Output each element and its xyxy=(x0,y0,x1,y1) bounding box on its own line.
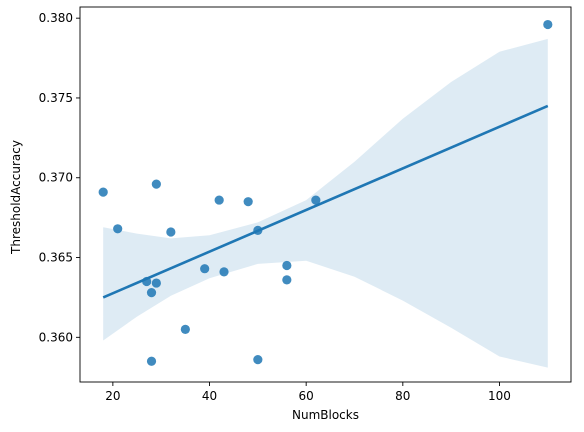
data-point-10 xyxy=(200,264,210,274)
data-point-11 xyxy=(214,195,224,205)
data-point-3 xyxy=(142,276,152,287)
data-point-16 xyxy=(282,260,292,271)
data-point-9 xyxy=(180,324,190,334)
y-tick-label: 0.365 xyxy=(39,251,73,265)
data-point-6 xyxy=(151,179,161,189)
x-axis-ticks: 20 40 60 80 100 xyxy=(105,382,511,403)
axes xyxy=(79,6,572,383)
data-point-14 xyxy=(253,225,263,236)
y-axis-label: ThresholdAccuracy xyxy=(9,140,23,255)
data-point-7 xyxy=(151,278,161,288)
x-axis-label: NumBlocks xyxy=(292,408,359,422)
data-point-2 xyxy=(113,224,123,234)
data-point-8 xyxy=(166,227,176,237)
data-point-4 xyxy=(146,288,157,298)
data-point-12 xyxy=(219,267,229,277)
data-point-17 xyxy=(282,275,292,285)
x-tick-label: 60 xyxy=(299,389,314,403)
x-tick-label: 100 xyxy=(488,389,511,403)
y-tick-label: 0.370 xyxy=(39,171,73,185)
x-tick-label: 20 xyxy=(105,389,120,403)
regression-line-layer xyxy=(102,104,549,299)
data-point-1 xyxy=(98,187,108,197)
y-tick-label: 0.380 xyxy=(39,11,73,25)
regression-line xyxy=(102,104,549,299)
data-point-5 xyxy=(146,356,157,366)
data-point-15 xyxy=(253,355,263,365)
confidence-band-layer xyxy=(103,38,548,368)
data-point-19 xyxy=(543,19,553,30)
y-axis-ticks: 0.360 0.365 0.370 0.375 0.380 xyxy=(39,11,80,344)
x-tick-label: 40 xyxy=(202,389,217,403)
data-point-13 xyxy=(243,197,253,207)
confidence-band xyxy=(103,38,548,368)
plot-frame xyxy=(79,6,572,383)
y-tick-label: 0.375 xyxy=(39,91,73,105)
data-point-18 xyxy=(311,195,321,205)
x-tick-label: 80 xyxy=(395,389,410,403)
scatter-points-layer xyxy=(98,19,553,366)
y-tick-label: 0.360 xyxy=(39,330,73,344)
